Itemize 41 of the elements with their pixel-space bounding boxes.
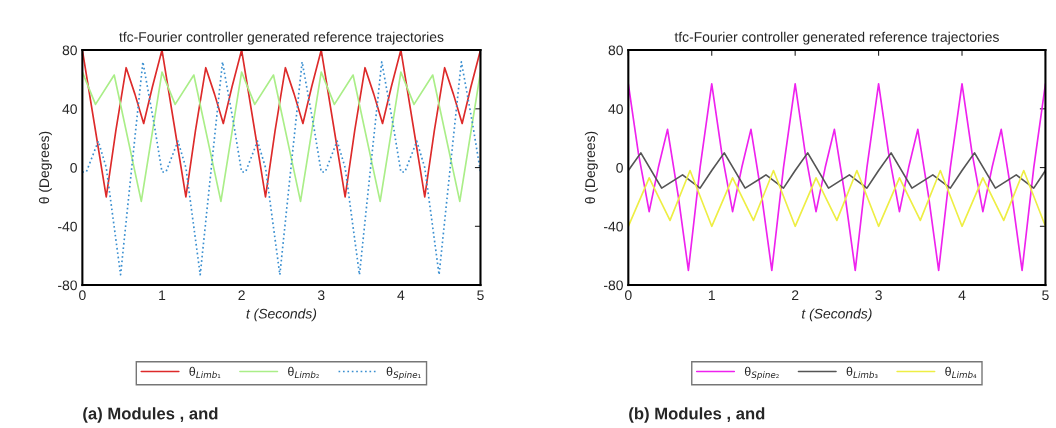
legend-label: θ$_{Spine₂}$ (744, 366, 779, 380)
x-tick-label: 4 (397, 290, 405, 300)
y-tick-label: 80 (62, 45, 77, 56)
text: (a) Modules , and (83, 407, 218, 423)
line-series (628, 169, 1046, 228)
chart-title: tfc-Fourier controller generated reference trajectories (674, 31, 999, 45)
y-tick-label: -80 (604, 280, 623, 291)
line-series (82, 71, 481, 203)
y-axis-title: θ (Degrees) (584, 131, 598, 204)
x-tick-label: 5 (1042, 290, 1049, 301)
y-axis-title: θ (Degrees) (38, 131, 52, 204)
x-tick-label: 0 (79, 290, 86, 301)
y-tick-label: -80 (58, 280, 77, 291)
y-tick-label: 80 (608, 45, 623, 56)
x-tick-label: 3 (317, 290, 325, 301)
y-tick-label: 40 (62, 104, 77, 114)
y-tick-label: -40 (604, 221, 623, 232)
x-axis-title: t (Seconds) (246, 308, 317, 322)
line-series (82, 60, 481, 276)
x-tick-label: 4 (958, 290, 966, 300)
text: (b) Modules , and (629, 407, 765, 423)
legend-label: θ$_{Limb₁}$ (189, 366, 221, 379)
legend-label: θ$_{Limb₃}$ (846, 366, 878, 379)
chart-title: tfc-Fourier controller generated reference trajectories (119, 31, 444, 45)
y-tick-label: -40 (58, 221, 77, 232)
x-tick-label: 5 (477, 290, 484, 301)
x-tick-label: 1 (708, 290, 715, 300)
x-tick-label: 2 (238, 290, 245, 300)
legend-label: θ$_{Limb₄}$ (945, 366, 977, 379)
legend-label: θ$_{Spine₁}$ (386, 366, 421, 380)
line-series (628, 83, 1046, 272)
y-tick-label: 0 (616, 162, 623, 173)
x-tick-label: 1 (159, 290, 166, 300)
y-tick-label: 40 (608, 104, 623, 114)
line-series (628, 152, 1046, 189)
x-tick-label: 0 (625, 290, 632, 301)
x-tick-label: 3 (875, 290, 882, 301)
y-tick-label: 0 (70, 162, 77, 173)
legend-label: θ$_{Limb₂}$ (288, 366, 319, 379)
x-tick-label: 2 (792, 290, 799, 300)
x-axis-title: t (Seconds) (802, 308, 872, 322)
